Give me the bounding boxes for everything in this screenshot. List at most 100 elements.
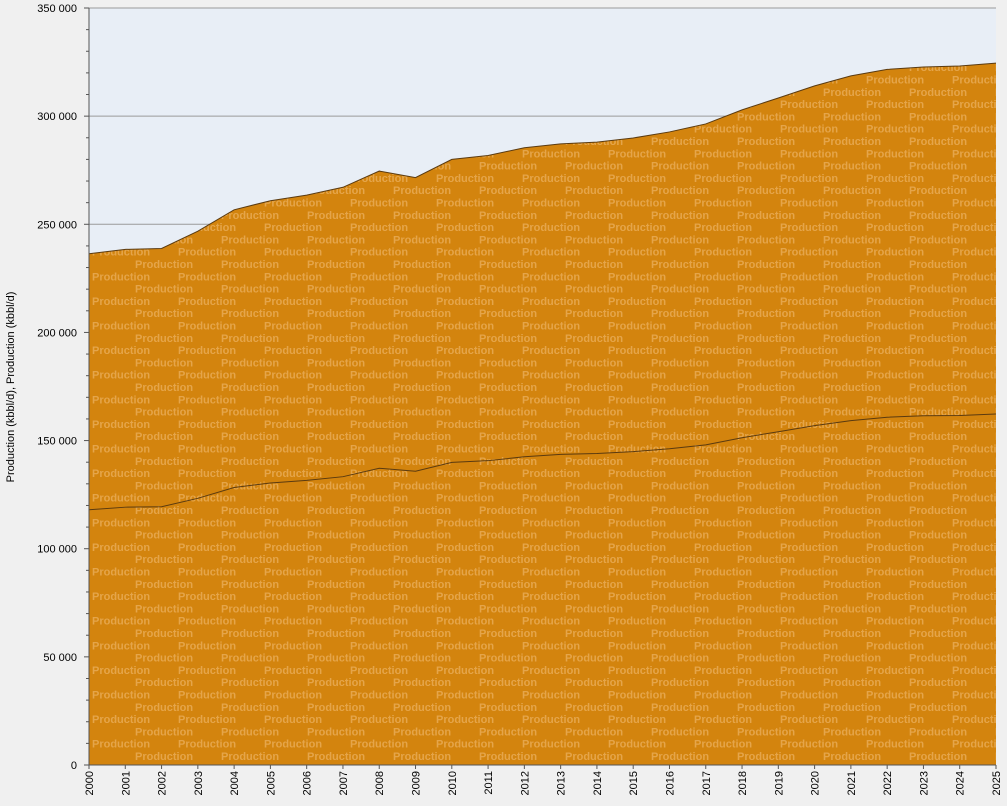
watermark-text: Production: [522, 640, 580, 652]
watermark-text: Production: [436, 198, 494, 210]
watermark-text: Production: [350, 542, 408, 554]
watermark-text: Production: [135, 480, 193, 492]
x-tick-label: 2003: [193, 771, 205, 795]
watermark-text: Production: [952, 640, 1007, 652]
watermark-text: Production: [393, 234, 451, 246]
watermark-text: Production: [479, 505, 537, 517]
watermark-text: Production: [264, 296, 322, 308]
watermark-text: Production: [264, 739, 322, 751]
x-tick-label: 2024: [955, 771, 967, 795]
watermark-text: Production: [221, 653, 279, 665]
watermark-text: Production: [823, 530, 881, 542]
watermark-text: Production: [565, 677, 623, 689]
watermark-text: Production: [135, 333, 193, 345]
watermark-text: Production: [909, 603, 967, 615]
watermark-text: Production: [436, 665, 494, 677]
watermark-text: Production: [393, 333, 451, 345]
watermark-text: Production: [307, 333, 365, 345]
watermark-text: Production: [780, 616, 838, 628]
watermark-text: Production: [995, 333, 1007, 345]
watermark-text: Production: [909, 628, 967, 640]
watermark-text: Production: [909, 431, 967, 443]
watermark-text: Production: [866, 75, 924, 87]
watermark-text: Production: [737, 259, 795, 271]
watermark-text: Production: [307, 603, 365, 615]
watermark-text: Production: [995, 456, 1007, 468]
watermark-text: Production: [737, 653, 795, 665]
watermark-text: Production: [909, 111, 967, 123]
watermark-text: Production: [995, 111, 1007, 123]
watermark-text: Production: [350, 296, 408, 308]
watermark-text: Production: [823, 308, 881, 320]
watermark-text: Production: [866, 148, 924, 160]
watermark-text: Production: [393, 308, 451, 320]
watermark-text: Production: [479, 431, 537, 443]
x-tick-label: 2016: [664, 771, 676, 795]
watermark-text: Production: [178, 690, 236, 702]
watermark-text: Production: [479, 210, 537, 222]
watermark-text: Production: [92, 616, 150, 628]
watermark-text: Production: [436, 493, 494, 505]
watermark-text: Production: [651, 185, 709, 197]
watermark-text: Production: [694, 148, 752, 160]
watermark-text: Production: [307, 653, 365, 665]
watermark-text: Production: [221, 579, 279, 591]
watermark-text: Production: [780, 665, 838, 677]
watermark-text: Production: [92, 665, 150, 677]
watermark-text: Production: [264, 419, 322, 431]
watermark-text: Production: [307, 480, 365, 492]
watermark-text: Production: [522, 493, 580, 505]
watermark-text: Production: [307, 726, 365, 738]
watermark-text: Production: [221, 357, 279, 369]
watermark-text: Production: [866, 616, 924, 628]
watermark-text: Production: [823, 505, 881, 517]
watermark-text: Production: [178, 247, 236, 259]
watermark-text: Production: [307, 677, 365, 689]
watermark-text: Production: [393, 456, 451, 468]
watermark-text: Production: [350, 714, 408, 726]
watermark-text: Production: [479, 308, 537, 320]
watermark-text: Production: [307, 554, 365, 566]
watermark-text: Production: [522, 394, 580, 406]
watermark-text: Production: [221, 751, 279, 763]
watermark-text: Production: [178, 394, 236, 406]
watermark-text: Production: [780, 419, 838, 431]
watermark-text: Production: [393, 505, 451, 517]
x-tick-label: 2012: [519, 771, 531, 795]
watermark-text: Production: [952, 493, 1007, 505]
watermark-text: Production: [178, 517, 236, 529]
watermark-text: Production: [823, 751, 881, 763]
watermark-text: Production: [909, 284, 967, 296]
watermark-text: Production: [952, 419, 1007, 431]
watermark-text: Production: [737, 628, 795, 640]
watermark-text: Production: [565, 357, 623, 369]
x-tick-label: 2013: [556, 771, 568, 795]
watermark-text: Production: [178, 296, 236, 308]
watermark-text: Production: [995, 62, 1007, 74]
watermark-text: Production: [737, 726, 795, 738]
x-tick-label: 2019: [773, 771, 785, 795]
watermark-text: Production: [737, 210, 795, 222]
watermark-text: Production: [264, 591, 322, 603]
watermark-text: Production: [651, 726, 709, 738]
watermark-text: Production: [823, 628, 881, 640]
watermark-text: Production: [436, 640, 494, 652]
watermark-text: Production: [651, 382, 709, 394]
watermark-text: Production: [264, 222, 322, 234]
watermark-text: Production: [307, 210, 365, 222]
y-tick-label: 350 000: [37, 3, 77, 15]
watermark-text: Production: [952, 567, 1007, 579]
watermark-text: Production: [995, 431, 1007, 443]
watermark-text: Production: [780, 222, 838, 234]
watermark-text: Production: [565, 530, 623, 542]
watermark-text: Production: [737, 456, 795, 468]
watermark-text: Production: [651, 702, 709, 714]
watermark-text: Production: [909, 702, 967, 714]
watermark-text: Production: [608, 665, 666, 677]
watermark-text: Production: [823, 456, 881, 468]
y-tick-label: 50 000: [43, 652, 77, 664]
watermark-text: Production: [651, 234, 709, 246]
watermark-text: Production: [393, 751, 451, 763]
watermark-text: Production: [436, 370, 494, 382]
watermark-text: Production: [307, 284, 365, 296]
